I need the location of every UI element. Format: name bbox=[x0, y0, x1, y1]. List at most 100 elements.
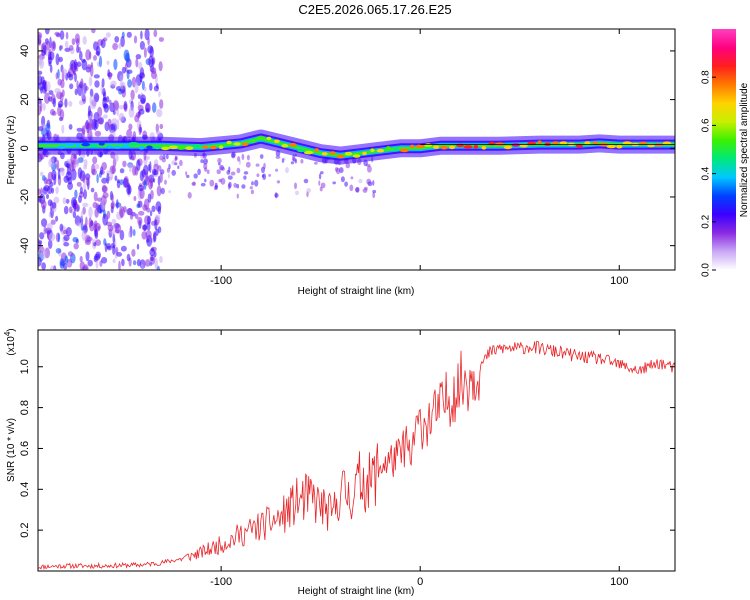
noise-cell bbox=[80, 210, 84, 220]
ridge-peak bbox=[495, 142, 505, 146]
noise-cell bbox=[153, 169, 159, 176]
ridge-peak bbox=[448, 145, 456, 150]
noise-cell bbox=[83, 189, 87, 200]
ridge-peak bbox=[288, 143, 297, 147]
snr-multiplier: (x104) bbox=[3, 328, 17, 355]
noise-cell bbox=[79, 255, 83, 263]
noise-cell bbox=[94, 228, 99, 240]
ridge-peak bbox=[266, 136, 272, 141]
noise-cell bbox=[95, 251, 101, 259]
noise-cell bbox=[112, 42, 118, 51]
noise-cell bbox=[138, 210, 145, 216]
noise-cell bbox=[38, 240, 43, 245]
noise-cell bbox=[39, 232, 45, 240]
noise-cell bbox=[241, 153, 245, 160]
noise-cell bbox=[294, 182, 297, 190]
noise-cell bbox=[159, 123, 164, 130]
noise-cell bbox=[38, 195, 42, 203]
noise-cell bbox=[102, 103, 109, 109]
noise-cell bbox=[127, 163, 134, 169]
colorbar-bar bbox=[712, 29, 736, 270]
noise-cell bbox=[147, 215, 151, 225]
noise-cell bbox=[295, 190, 299, 196]
noise-cell bbox=[89, 88, 94, 98]
noise-cell bbox=[123, 100, 128, 111]
noise-cell bbox=[51, 202, 57, 209]
noise-cell bbox=[116, 199, 119, 209]
snr-ylabel: SNR (10 * v/v) bbox=[6, 418, 17, 482]
colorbar-label: Normalized spectral amplitude bbox=[739, 82, 750, 217]
noise-cell bbox=[84, 121, 90, 130]
noise-cell bbox=[63, 175, 70, 183]
noise-cell bbox=[167, 173, 171, 179]
noise-cell bbox=[67, 182, 73, 191]
noise-cell bbox=[137, 184, 144, 192]
noise-cell bbox=[91, 29, 96, 34]
noise-cell bbox=[128, 106, 135, 118]
noise-cell bbox=[127, 207, 133, 216]
ridge-peak bbox=[376, 148, 385, 153]
snr-frame bbox=[37, 329, 676, 572]
noise-cell bbox=[49, 64, 53, 74]
noise-cell bbox=[73, 59, 78, 71]
colorbar-ticks: 0.0 0.2 0.4 0.6 0.8 bbox=[701, 70, 716, 277]
noise-cell bbox=[118, 260, 121, 270]
noise-cell bbox=[139, 40, 145, 50]
noise-cell bbox=[55, 215, 59, 222]
noise-cell bbox=[62, 229, 69, 235]
noise-cell bbox=[132, 260, 137, 266]
noise-cell bbox=[243, 175, 247, 180]
noise-cell bbox=[241, 184, 246, 189]
ridge-peak bbox=[250, 139, 256, 143]
noise-cell bbox=[44, 29, 50, 35]
noise-cell bbox=[139, 67, 145, 79]
noise-cell bbox=[193, 173, 198, 179]
ridge-peak bbox=[314, 148, 320, 152]
noise-cell bbox=[149, 248, 155, 257]
noise-cell bbox=[145, 170, 149, 183]
noise-cell bbox=[82, 174, 86, 184]
noise-cell bbox=[105, 32, 111, 38]
noise-cell bbox=[154, 214, 161, 221]
noise-cell bbox=[147, 45, 154, 54]
noise-cell bbox=[42, 175, 46, 182]
noise-cell bbox=[78, 99, 85, 106]
y-tick-label: 20 bbox=[19, 93, 31, 105]
noise-cell bbox=[63, 205, 69, 215]
noise-cell bbox=[121, 31, 125, 39]
noise-cell bbox=[135, 58, 139, 68]
noise-cell bbox=[73, 243, 79, 250]
spectrogram-ylabel: Frequency (Hz) bbox=[6, 116, 17, 185]
noise-cell bbox=[119, 74, 124, 82]
noise-cell bbox=[95, 260, 99, 269]
noise-cell bbox=[158, 37, 164, 42]
noise-cell bbox=[116, 179, 120, 184]
noise-cell bbox=[100, 38, 106, 49]
noise-cell bbox=[372, 180, 375, 186]
ridge-peak bbox=[65, 142, 75, 147]
ridge-peak bbox=[98, 142, 105, 146]
ridge-peak bbox=[321, 152, 328, 156]
noise-cell bbox=[43, 44, 47, 55]
y-tick-label: 40 bbox=[19, 45, 31, 57]
noise-cell bbox=[281, 158, 285, 163]
noise-cell bbox=[45, 40, 51, 51]
noise-cell bbox=[94, 130, 102, 137]
noise-cell bbox=[358, 178, 363, 184]
noise-cell bbox=[159, 155, 164, 161]
noise-cell bbox=[112, 110, 116, 115]
noise-cell bbox=[110, 80, 117, 87]
noise-cell bbox=[83, 182, 86, 191]
noise-cell bbox=[111, 166, 115, 175]
ridge-peak bbox=[552, 141, 559, 145]
noise-cell bbox=[152, 178, 156, 183]
noise-cell bbox=[318, 180, 321, 186]
noise-cell bbox=[107, 118, 112, 128]
noise-cell bbox=[141, 168, 146, 178]
noise-cell bbox=[38, 32, 43, 39]
noise-cell bbox=[61, 89, 65, 97]
noise-cell bbox=[149, 210, 153, 217]
noise-cell bbox=[61, 68, 68, 75]
noise-cell bbox=[164, 179, 167, 185]
noise-cell bbox=[259, 154, 264, 159]
